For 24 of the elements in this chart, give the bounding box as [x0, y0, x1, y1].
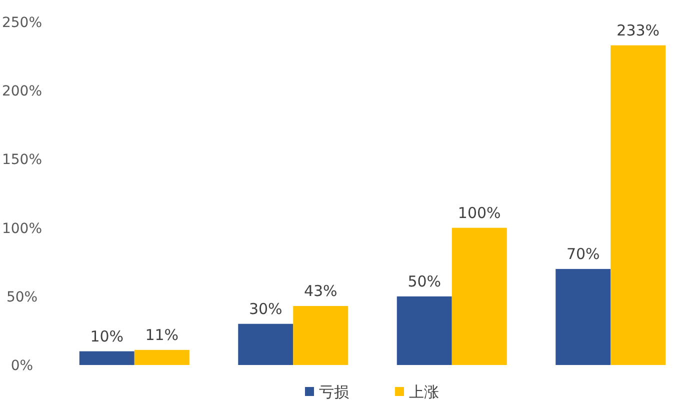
bar	[610, 45, 666, 365]
bar	[452, 228, 507, 365]
legend-label: 亏损	[319, 383, 349, 401]
bar	[293, 306, 348, 365]
y-tick-label: 50%	[6, 289, 38, 306]
y-tick-label: 250%	[2, 15, 42, 31]
y-tick-label: 0%	[10, 358, 34, 374]
bar	[556, 268, 611, 365]
bar	[134, 350, 190, 365]
y-tick-label: 200%	[2, 84, 42, 100]
bar	[396, 296, 452, 365]
data-label: 10%	[90, 327, 124, 346]
y-tick-label: 100%	[2, 220, 42, 237]
legend-label: 上涨	[409, 383, 439, 401]
data-label: 30%	[248, 300, 282, 318]
data-label: 11%	[145, 326, 179, 344]
data-label: 43%	[304, 282, 338, 300]
data-label: 233%	[616, 21, 660, 40]
data-label: 100%	[458, 204, 501, 222]
data-label: 70%	[566, 244, 600, 263]
bar	[79, 351, 134, 365]
bar	[238, 324, 294, 365]
data-label: 50%	[408, 272, 442, 290]
y-tick-label: 150%	[2, 152, 42, 168]
